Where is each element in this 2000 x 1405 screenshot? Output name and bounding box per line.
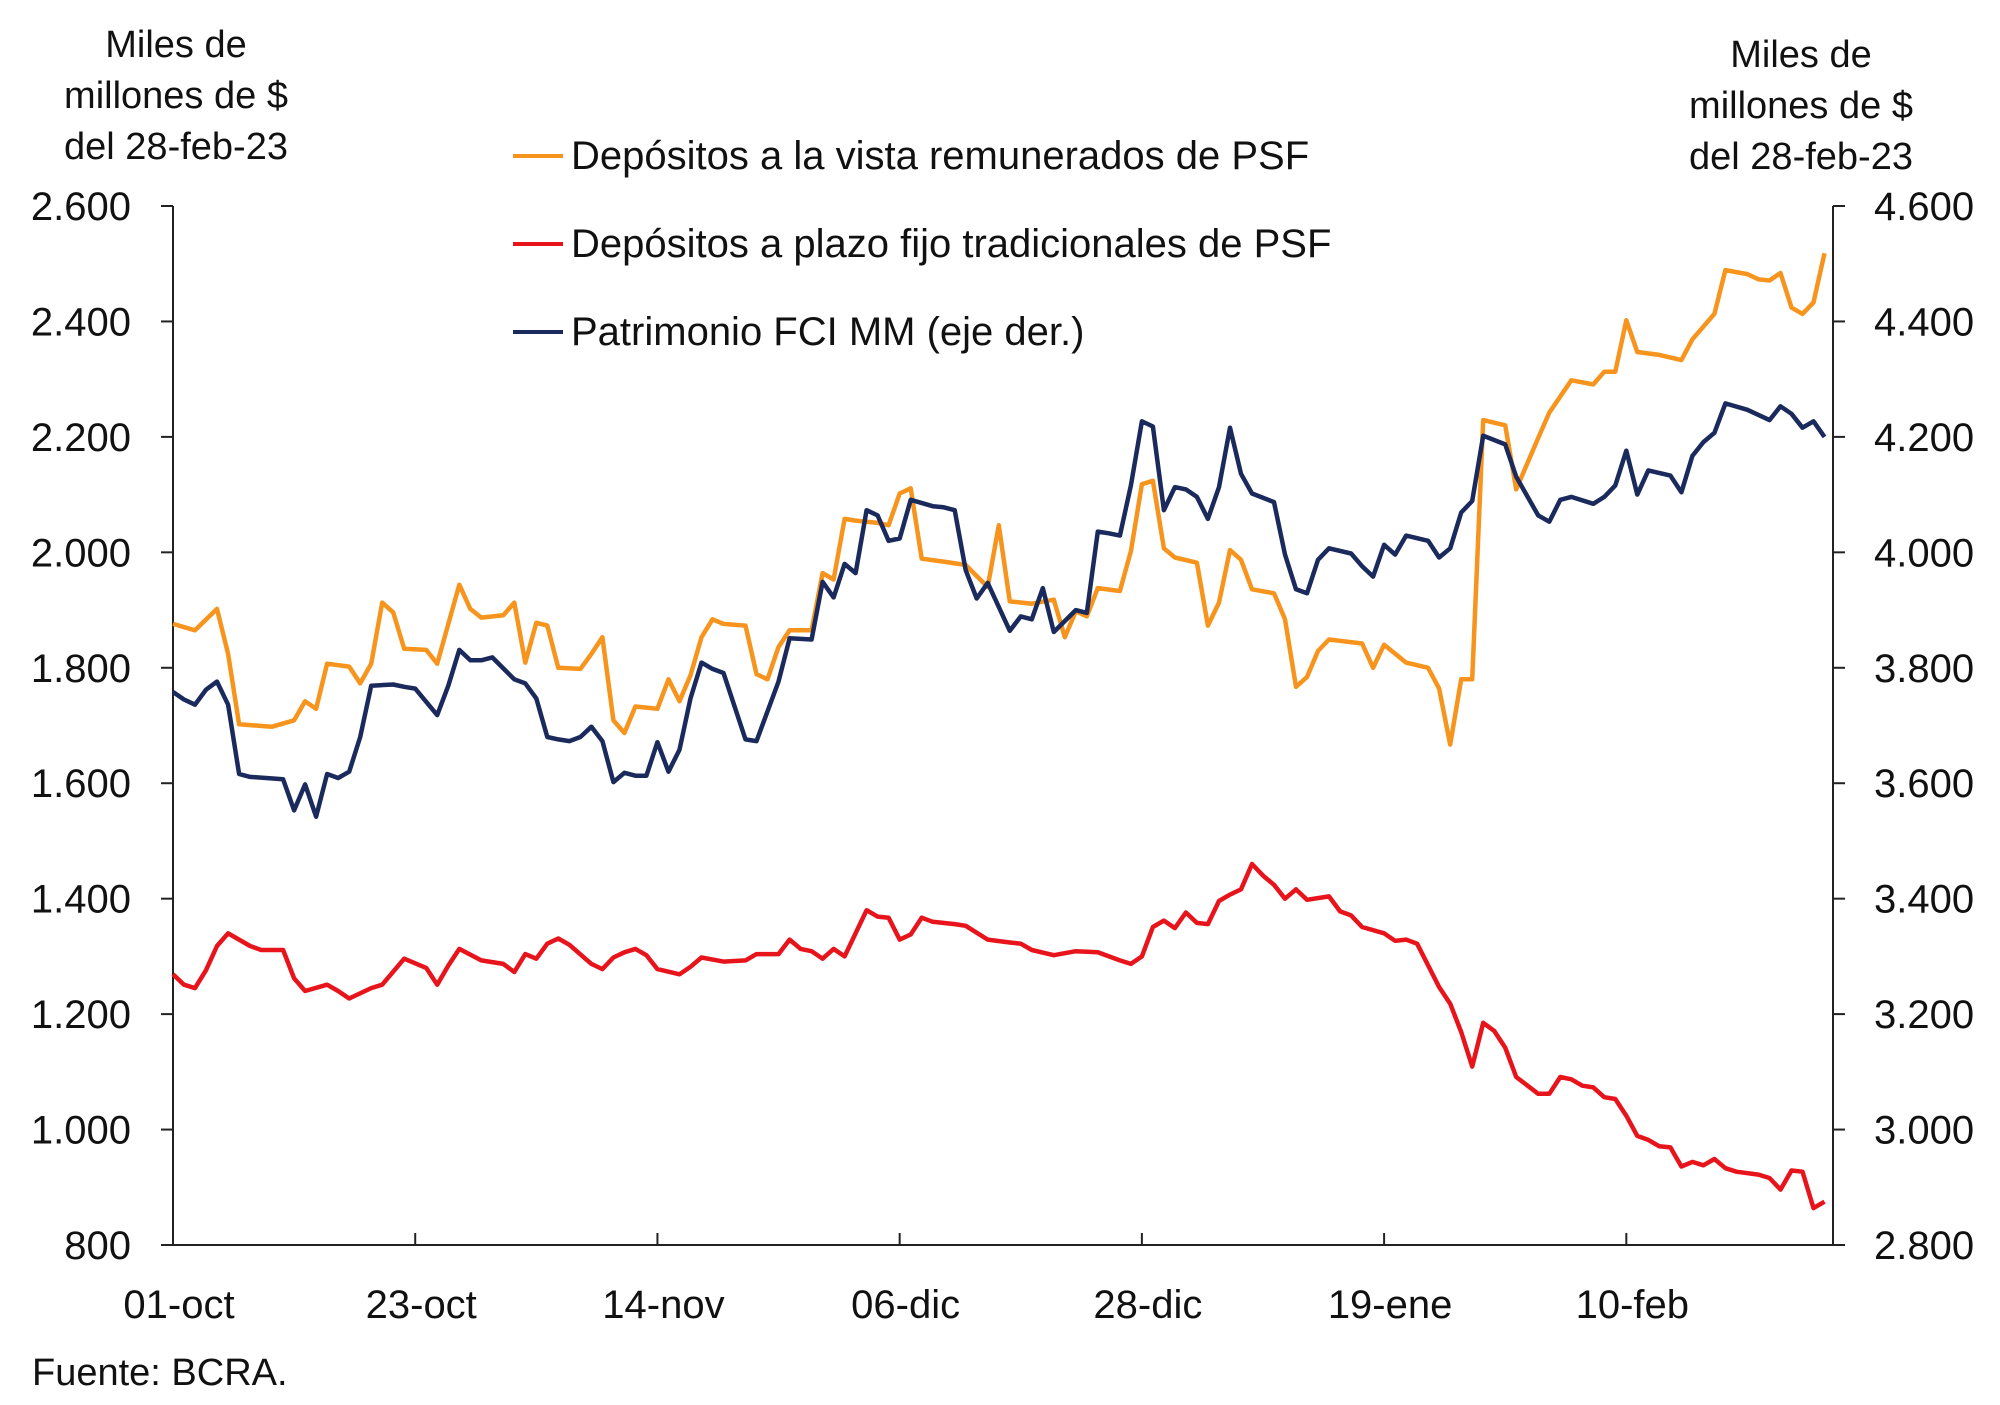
left-axis-title-line: del 28-feb-23: [64, 126, 288, 168]
y-right-tick-label: 4.600: [1874, 185, 1974, 229]
y-right-tick-label: 3.600: [1874, 762, 1974, 806]
series-line-fci-mm: [171, 401, 1827, 819]
y-right-tick-label: 4.400: [1874, 300, 1974, 344]
x-tick-label: 19-ene: [1328, 1283, 1453, 1327]
legend-item-vista: Depósitos a la vista remunerados de PSF: [513, 112, 1331, 200]
y-right-tick-label: 3.400: [1874, 878, 1974, 922]
y-right-tick-label: 3.000: [1874, 1109, 1974, 1153]
y-left-tick-label: 1.000: [31, 1109, 131, 1153]
series-line-vista-remunerados: [172, 252, 1827, 747]
source-note: Fuente: BCRA.: [32, 1352, 288, 1394]
left-axis-title-line: Miles de: [105, 24, 247, 66]
right-axis-title: Miles de millones de $ del 28-feb-23: [1651, 30, 1951, 183]
x-tick-label: 14-nov: [602, 1283, 724, 1327]
legend-label: Patrimonio FCI MM (eje der.): [571, 309, 1085, 354]
legend-item-plazo-fijo: Depósitos a plazo fijo tradicionales de …: [513, 200, 1331, 288]
x-tick-label: 06-dic: [851, 1283, 960, 1327]
y-left-tick-label: 2.600: [31, 185, 131, 229]
y-right-tick-label: 3.200: [1874, 993, 1974, 1037]
left-axis-title-line: millones de $: [64, 75, 288, 117]
y-right-tick-label: 4.000: [1874, 531, 1974, 575]
y-right-tick-label: 4.200: [1874, 416, 1974, 460]
series-line-plazo-fijo: [171, 861, 1826, 1211]
y-left-tick-label: 800: [64, 1224, 131, 1268]
legend-swatch-red: [513, 242, 563, 246]
right-axis-title-line: Miles de: [1730, 34, 1872, 76]
right-axis-title-line: millones de $: [1689, 85, 1913, 127]
legend: Depósitos a la vista remunerados de PSF …: [513, 112, 1331, 376]
left-axis-title: Miles de millones de $ del 28-feb-23: [26, 20, 326, 173]
legend-label: Depósitos a plazo fijo tradicionales de …: [571, 221, 1332, 266]
legend-item-fci: Patrimonio FCI MM (eje der.): [513, 288, 1331, 376]
x-tick-label: 23-oct: [366, 1283, 477, 1327]
legend-swatch-navy: [513, 330, 563, 334]
y-left-tick-label: 1.800: [31, 647, 131, 691]
y-left-tick-label: 2.000: [31, 531, 131, 575]
right-axis-title-line: del 28-feb-23: [1689, 136, 1913, 178]
y-left-tick-label: 2.400: [31, 300, 131, 344]
legend-label: Depósitos a la vista remunerados de PSF: [571, 133, 1310, 178]
legend-swatch-orange: [513, 154, 563, 158]
x-tick-label: 10-feb: [1576, 1283, 1689, 1327]
y-right-tick-label: 3.800: [1874, 647, 1974, 691]
y-left-tick-label: 1.400: [31, 878, 131, 922]
y-right-tick-label: 2.800: [1874, 1224, 1974, 1268]
x-tick-label: 28-dic: [1093, 1283, 1202, 1327]
y-left-tick-label: 1.600: [31, 762, 131, 806]
x-tick-label: 01-oct: [123, 1283, 234, 1327]
y-left-tick-label: 2.200: [31, 416, 131, 460]
y-left-tick-label: 1.200: [31, 993, 131, 1037]
